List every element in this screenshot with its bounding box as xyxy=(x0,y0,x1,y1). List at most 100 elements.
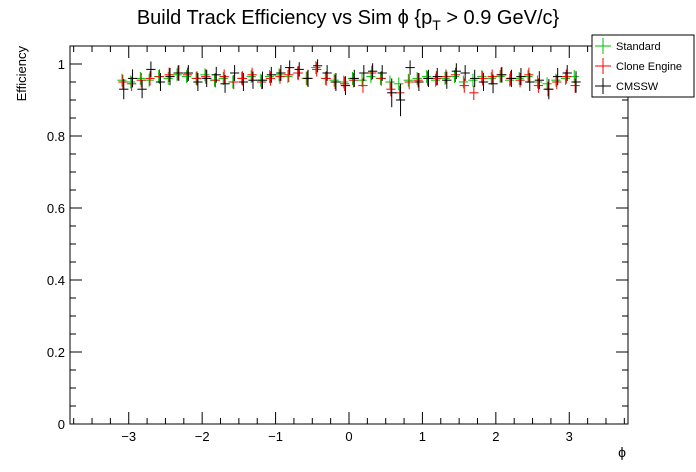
data-point xyxy=(366,70,376,84)
data-point xyxy=(264,70,275,84)
data-point xyxy=(412,71,422,85)
data-point xyxy=(505,73,515,87)
legend-label: CMSSW xyxy=(616,81,659,93)
data-point xyxy=(339,76,350,91)
data-point xyxy=(367,65,377,81)
data-point xyxy=(348,73,359,88)
data-point xyxy=(146,61,156,78)
legend-entry: CMSSW xyxy=(595,78,659,94)
data-point xyxy=(229,74,239,90)
data-point xyxy=(193,73,203,91)
data-point xyxy=(414,73,424,91)
data-point xyxy=(552,74,562,90)
data-point xyxy=(506,69,517,88)
data-point xyxy=(525,73,535,91)
data-point xyxy=(470,69,480,88)
data-point xyxy=(441,69,451,84)
data-point xyxy=(561,69,571,84)
data-point xyxy=(311,61,321,75)
data-point xyxy=(247,67,257,82)
x-tick-label: −3 xyxy=(121,429,136,444)
data-point xyxy=(542,77,552,91)
data-point xyxy=(276,65,286,81)
data-point xyxy=(220,74,230,93)
x-axis-label: ϕ xyxy=(618,444,626,460)
data-point xyxy=(376,71,386,86)
data-point xyxy=(386,82,396,97)
data-point xyxy=(514,71,524,85)
x-tick-label: 1 xyxy=(419,429,426,444)
data-point xyxy=(495,70,505,84)
data-point xyxy=(248,71,258,89)
data-point xyxy=(163,71,173,85)
data-point xyxy=(544,79,554,100)
data-point xyxy=(183,65,193,81)
data-point xyxy=(405,60,415,75)
data-point xyxy=(459,78,469,93)
data-point xyxy=(551,73,561,87)
data-point xyxy=(119,79,129,100)
y-tick-label: 0.2 xyxy=(47,345,65,360)
data-point xyxy=(451,63,461,80)
data-point xyxy=(486,71,496,85)
data-point xyxy=(533,78,544,93)
data-point xyxy=(127,69,138,88)
data-point xyxy=(172,68,182,82)
data-point xyxy=(394,77,404,91)
data-point xyxy=(257,74,267,90)
data-point xyxy=(358,78,368,93)
data-point xyxy=(553,67,563,86)
data-point xyxy=(460,65,470,81)
data-point xyxy=(329,73,339,87)
data-point xyxy=(117,73,127,87)
data-point xyxy=(532,75,543,89)
data-point xyxy=(404,74,414,90)
data-point xyxy=(283,70,293,84)
data-point xyxy=(257,71,268,89)
legend-entry: Standard xyxy=(595,38,661,54)
data-point xyxy=(181,70,192,84)
data-point xyxy=(524,67,534,82)
data-point xyxy=(137,80,147,99)
data-point xyxy=(144,73,154,87)
data-point xyxy=(174,65,184,81)
data-point xyxy=(211,66,221,83)
data-point xyxy=(357,73,367,87)
legend-label: Standard xyxy=(616,41,661,53)
data-point xyxy=(395,85,405,100)
data-point xyxy=(368,63,378,80)
data-point xyxy=(432,67,442,86)
data-point xyxy=(266,66,276,83)
data-point xyxy=(312,62,322,77)
data-point xyxy=(478,73,489,91)
data-point xyxy=(469,85,479,100)
data-point xyxy=(192,71,202,86)
data-point xyxy=(442,71,452,89)
data-point xyxy=(165,67,175,86)
data-point xyxy=(349,69,359,88)
data-point xyxy=(569,70,579,84)
data-point xyxy=(294,62,304,77)
data-point xyxy=(431,71,441,86)
data-point xyxy=(202,69,212,88)
data-point xyxy=(387,78,397,108)
data-point xyxy=(422,70,432,84)
y-tick-label: 0.8 xyxy=(47,129,65,144)
data-point xyxy=(155,73,166,91)
data-point xyxy=(440,71,450,85)
data-point xyxy=(571,71,581,93)
data-point xyxy=(321,71,331,86)
data-point xyxy=(229,65,240,81)
data-point xyxy=(237,71,248,86)
data-point xyxy=(182,67,193,82)
x-tick-label: −2 xyxy=(195,429,210,444)
data-point xyxy=(284,67,294,82)
data-point xyxy=(331,73,341,91)
data-point xyxy=(458,75,469,89)
y-axis-label: Efficiency xyxy=(14,46,29,102)
data-point xyxy=(145,71,155,86)
data-point xyxy=(135,71,145,85)
data-point xyxy=(403,73,413,87)
data-point xyxy=(164,67,174,82)
data-point xyxy=(430,73,441,87)
